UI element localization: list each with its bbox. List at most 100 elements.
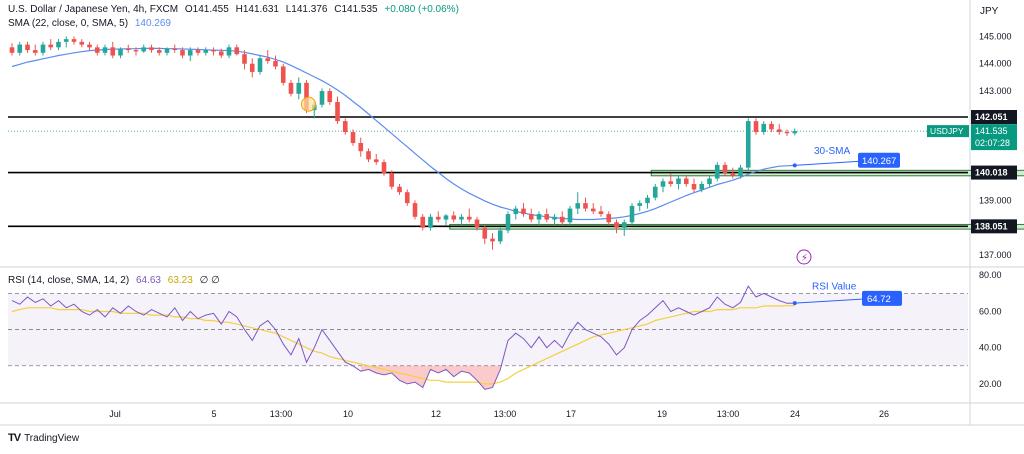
- candle-body: [389, 173, 395, 187]
- symbol-badge: USDJPY: [930, 126, 964, 136]
- candle-body: [714, 164, 720, 179]
- ohlc-low: L141.376: [285, 4, 328, 15]
- time-tick-label: 12: [431, 409, 441, 419]
- candle-body: [707, 178, 712, 184]
- rsi-ma-value: 63.23: [167, 275, 193, 286]
- rsi-annotation-text: RSI Value: [812, 282, 857, 293]
- candle-body: [172, 48, 178, 51]
- rsi-header[interactable]: RSI (14, close, SMA, 14, 2) 64.63 63.23 …: [8, 275, 224, 286]
- candle-body: [722, 164, 728, 174]
- candle-body: [141, 47, 147, 52]
- sma-line: [11, 47, 795, 221]
- candle-body: [25, 44, 30, 51]
- rsi-line: [11, 285, 795, 390]
- candle-body: [133, 50, 139, 52]
- symbol-header: U.S. Dollar / Japanese Yen, 4h, FXCM O14…: [8, 4, 463, 15]
- candle-body: [629, 205, 635, 223]
- candle-body: [443, 215, 449, 220]
- candle-body: [342, 121, 348, 133]
- tradingview-wordmark: TradingView: [24, 432, 80, 444]
- candle-body: [544, 214, 550, 220]
- candle-body: [482, 227, 488, 239]
- candle-body: [366, 151, 371, 160]
- tradingview-mark-icon: TV: [8, 432, 21, 444]
- rsi-ma-line: [11, 305, 795, 385]
- time-tick-label: 13:00: [270, 409, 293, 419]
- sma-annotation-badge-bg: [858, 152, 900, 168]
- candle-body: [745, 121, 751, 168]
- candle-body: [102, 47, 108, 53]
- candle-body: [164, 48, 170, 53]
- level-label: 138.051: [975, 221, 1008, 231]
- candle-body: [645, 197, 650, 204]
- candle-body: [373, 159, 379, 163]
- rsi-label: RSI (14, close, SMA, 14, 2): [8, 275, 130, 286]
- candle-body: [242, 54, 247, 64]
- ohlc-close: C141.535: [334, 4, 378, 15]
- rsi-tick-label: 40.00: [979, 343, 1002, 353]
- candle-body: [668, 181, 674, 184]
- candle-body: [249, 63, 255, 72]
- candle-body: [536, 214, 542, 220]
- candle-body: [567, 208, 573, 223]
- candle-body: [32, 50, 38, 53]
- candle-body: [753, 121, 759, 133]
- time-tick-label: 13:00: [494, 409, 517, 419]
- price-tick-label: 143.000: [979, 86, 1012, 96]
- sma-annotation-leader: [794, 160, 859, 166]
- price-tick-label: 144.000: [979, 59, 1012, 69]
- time-tick-label: 5: [211, 409, 216, 419]
- candle-body: [48, 44, 54, 48]
- candle-body: [490, 238, 495, 242]
- candle-body: [466, 216, 472, 220]
- candle-body: [660, 181, 666, 187]
- candle-body: [71, 39, 77, 42]
- candle-body: [412, 203, 418, 217]
- time-tick-label: Jul: [109, 409, 121, 419]
- currency-label[interactable]: JPY: [980, 6, 999, 17]
- candle-body: [676, 178, 681, 184]
- candle-body: [203, 50, 209, 53]
- candle-body: [769, 123, 774, 130]
- level-label-bg: [971, 165, 1017, 180]
- candle-body: [335, 102, 340, 122]
- candle-body: [451, 215, 457, 220]
- candle-body: [637, 203, 643, 206]
- sma-label: SMA (22, close, 0, SMA, 5): [8, 18, 129, 29]
- level-label-bg: [971, 219, 1017, 234]
- candle-body: [614, 222, 619, 228]
- rsi-tick-label: 20.00: [979, 379, 1002, 389]
- rsi-annotation-leader: [794, 298, 863, 304]
- price-tick-label: 145.000: [979, 31, 1012, 41]
- candle-body: [683, 178, 689, 184]
- level-label: 142.051: [975, 112, 1008, 122]
- event-flash-icon: [796, 249, 812, 265]
- sma-annotation-text: 30-SMA: [814, 146, 850, 157]
- candle-body: [575, 203, 581, 209]
- candle-body: [761, 123, 767, 133]
- candle-body: [505, 214, 511, 231]
- price-badge-value: 141.535: [975, 126, 1008, 136]
- candle-body: [598, 211, 604, 215]
- rsi-tick-label: 60.00: [979, 306, 1002, 316]
- candle-body: [358, 143, 364, 152]
- price-tick-label: 137.000: [979, 250, 1012, 260]
- candle-body: [149, 47, 154, 51]
- candle-body: [234, 47, 240, 55]
- sma-annotation-dot: [792, 163, 797, 168]
- candle-body: [187, 50, 193, 56]
- level-label: 140.018: [975, 168, 1008, 178]
- candle-body: [125, 48, 131, 51]
- candle-body: [397, 186, 402, 193]
- candle-body: [652, 186, 658, 198]
- candle-body: [474, 219, 480, 228]
- candle-body: [195, 50, 201, 53]
- price-tick-label: 139.000: [979, 195, 1012, 205]
- candle-body: [319, 91, 325, 105]
- symbol-line: U.S. Dollar / Japanese Yen, 4h, FXCM: [8, 4, 179, 15]
- candle-body: [17, 44, 23, 53]
- time-tick-label: 10: [343, 409, 353, 419]
- candle-body: [381, 162, 387, 174]
- sma-header[interactable]: SMA (22, close, 0, SMA, 5) 140.269: [8, 18, 175, 29]
